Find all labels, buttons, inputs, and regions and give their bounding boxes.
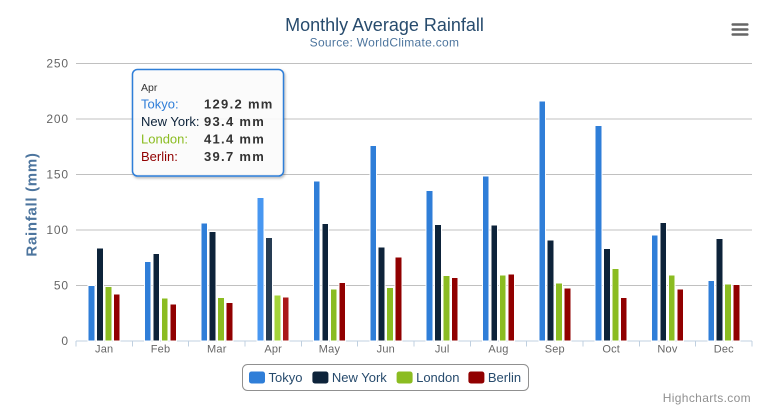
- svg-text:Jan: Jan: [95, 343, 113, 355]
- svg-text:Source: WorldClimate.com: Source: WorldClimate.com: [310, 36, 460, 50]
- svg-text:150: 150: [46, 168, 68, 182]
- svg-text:50: 50: [54, 279, 69, 293]
- svg-text:Apr: Apr: [264, 343, 282, 355]
- svg-text:Tokyo:: Tokyo:: [141, 97, 179, 112]
- svg-text:New York: New York: [332, 370, 387, 385]
- svg-text:New York:: New York:: [141, 114, 200, 129]
- svg-text:Jul: Jul: [435, 343, 450, 355]
- svg-text:41.4 mm: 41.4 mm: [204, 132, 265, 147]
- svg-text:Mar: Mar: [207, 343, 227, 355]
- svg-text:May: May: [319, 343, 341, 355]
- svg-text:Sep: Sep: [545, 343, 565, 355]
- svg-text:Oct: Oct: [602, 343, 620, 355]
- svg-text:Aug: Aug: [488, 343, 508, 355]
- svg-text:0: 0: [61, 334, 68, 348]
- svg-text:Highcharts.com: Highcharts.com: [663, 391, 751, 405]
- svg-text:39.7 mm: 39.7 mm: [204, 149, 265, 164]
- svg-text:Tokyo: Tokyo: [269, 370, 303, 385]
- svg-text:Jun: Jun: [377, 343, 395, 355]
- svg-text:Feb: Feb: [151, 343, 171, 355]
- svg-text:Nov: Nov: [657, 343, 677, 355]
- svg-text:200: 200: [46, 112, 68, 126]
- svg-text:London:: London:: [141, 132, 188, 147]
- svg-text:Monthly Average Rainfall: Monthly Average Rainfall: [285, 15, 484, 35]
- svg-text:Dec: Dec: [714, 343, 734, 355]
- svg-text:London: London: [416, 370, 459, 385]
- svg-text:Rainfall (mm): Rainfall (mm): [24, 152, 41, 256]
- svg-text:250: 250: [46, 57, 68, 71]
- svg-text:129.2 mm: 129.2 mm: [204, 97, 274, 112]
- svg-text:Berlin: Berlin: [488, 370, 521, 385]
- svg-text:100: 100: [46, 223, 68, 237]
- svg-text:Berlin:: Berlin:: [141, 149, 178, 164]
- svg-text:93.4 mm: 93.4 mm: [204, 114, 265, 129]
- svg-text:Apr: Apr: [141, 82, 158, 94]
